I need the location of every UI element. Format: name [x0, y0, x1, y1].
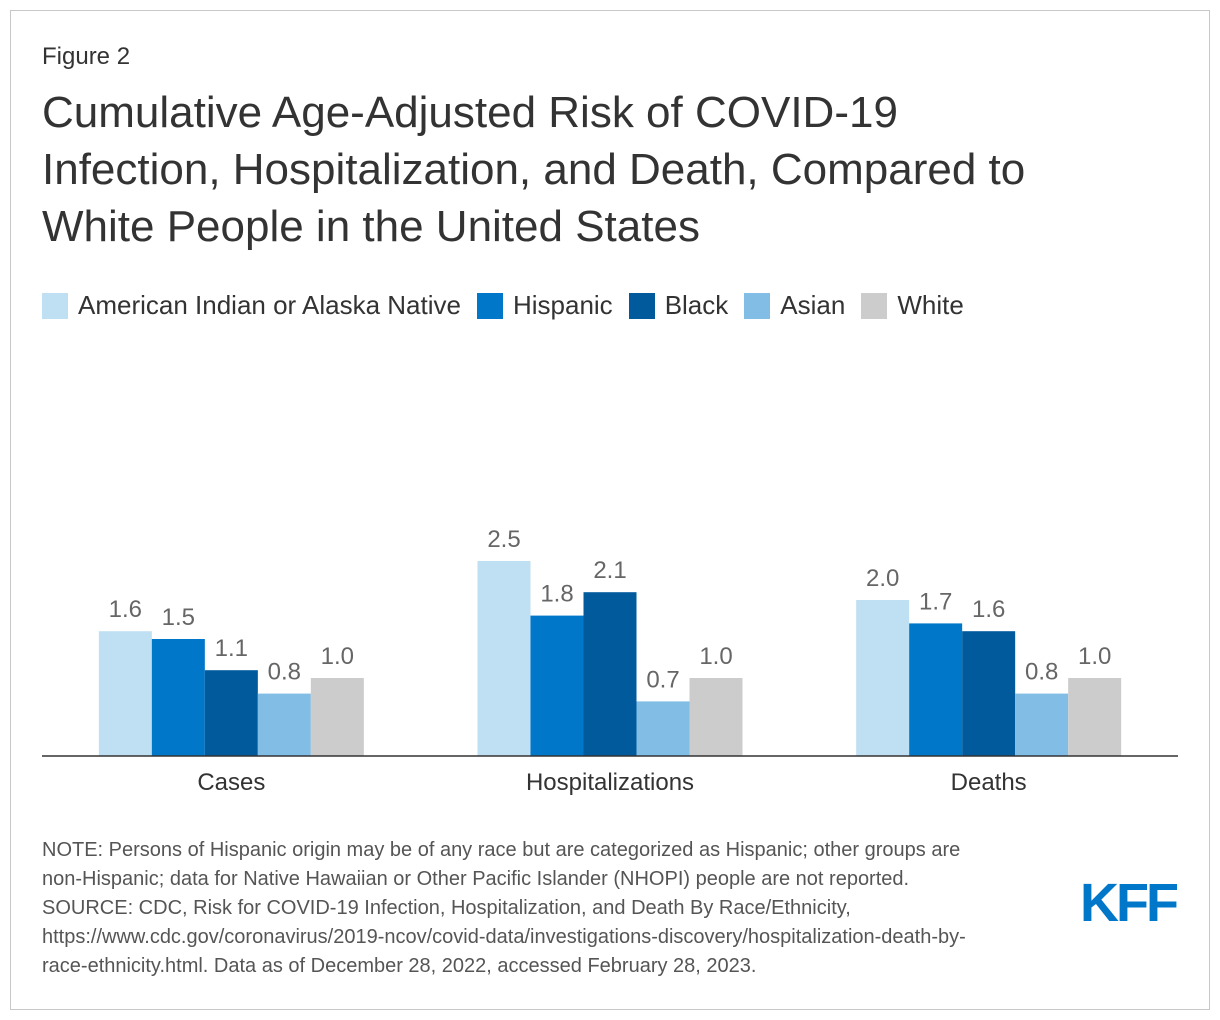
value-label: 2.5 — [487, 526, 520, 553]
x-tick-label: Cases — [197, 769, 265, 796]
notes: NOTE: Persons of Hispanic origin may be … — [42, 836, 966, 981]
value-label: 1.7 — [919, 588, 952, 615]
title-line: Infection, Hospitalization, and Death, C… — [42, 145, 1026, 194]
value-label: 1.0 — [1078, 643, 1111, 670]
legend-item: Hispanic — [476, 290, 613, 321]
note-line: SOURCE: CDC, Risk for COVID-19 Infection… — [42, 897, 851, 919]
legend-item: Black — [628, 290, 729, 321]
bar — [477, 561, 531, 756]
note-line: race-ethnicity.html. Data as of December… — [42, 955, 757, 977]
bar — [204, 670, 258, 756]
value-label: 2.1 — [593, 557, 626, 584]
legend-item: Asian — [744, 290, 845, 321]
bar — [98, 631, 152, 756]
value-label: 1.0 — [699, 643, 732, 670]
bar — [962, 631, 1016, 756]
legend-swatch — [628, 292, 655, 319]
value-label: 1.5 — [162, 604, 195, 631]
legend-label: Hispanic — [512, 290, 613, 320]
legend-label: American Indian or Alaska Native — [78, 290, 461, 320]
bar — [530, 615, 584, 756]
figure-label: Figure 2 — [42, 43, 131, 70]
frame — [10, 10, 1210, 1010]
value-label: 0.8 — [1025, 659, 1058, 686]
legend-swatch — [476, 292, 503, 319]
x-tick-label: Hospitalizations — [526, 769, 694, 796]
legend-label: Asian — [780, 290, 846, 320]
value-label: 2.0 — [866, 565, 899, 592]
value-label: 1.6 — [972, 596, 1005, 623]
bar — [1015, 693, 1069, 756]
bar — [151, 639, 205, 756]
legend-label: Black — [664, 290, 729, 320]
bar — [310, 678, 364, 756]
legend-item: American Indian or Alaska Native — [42, 290, 461, 321]
value-label: 1.0 — [321, 643, 354, 670]
logo: KFF — [1080, 873, 1179, 933]
legend-swatch — [861, 292, 888, 319]
value-label: 0.7 — [646, 666, 679, 693]
legend-label: White — [897, 290, 964, 320]
bar — [1068, 678, 1122, 756]
note-line: https://www.cdc.gov/coronavirus/2019-nco… — [42, 926, 966, 948]
title-line: Cumulative Age-Adjusted Risk of COVID-19 — [42, 88, 898, 137]
bar — [689, 678, 743, 756]
legend-swatch — [42, 292, 68, 319]
title-line: White People in the United States — [42, 202, 700, 251]
bar — [257, 693, 311, 756]
note-line: non-Hispanic; data for Native Hawaiian o… — [42, 868, 910, 890]
bar — [856, 600, 910, 756]
legend: American Indian or Alaska Native Hispanic… — [42, 290, 980, 321]
bar — [583, 592, 637, 756]
value-label: 1.6 — [109, 596, 142, 623]
chart-title: Cumulative Age-Adjusted Risk of COVID-19… — [42, 84, 1025, 255]
bar — [636, 701, 690, 756]
x-tick-label: Deaths — [951, 769, 1027, 796]
value-label: 1.8 — [540, 581, 573, 608]
note-line: NOTE: Persons of Hispanic origin may be … — [42, 839, 961, 861]
legend-item: White — [861, 290, 964, 321]
value-label: 1.1 — [215, 635, 248, 662]
legend-swatch — [744, 292, 771, 319]
value-label: 0.8 — [268, 659, 301, 686]
bar — [909, 623, 963, 756]
